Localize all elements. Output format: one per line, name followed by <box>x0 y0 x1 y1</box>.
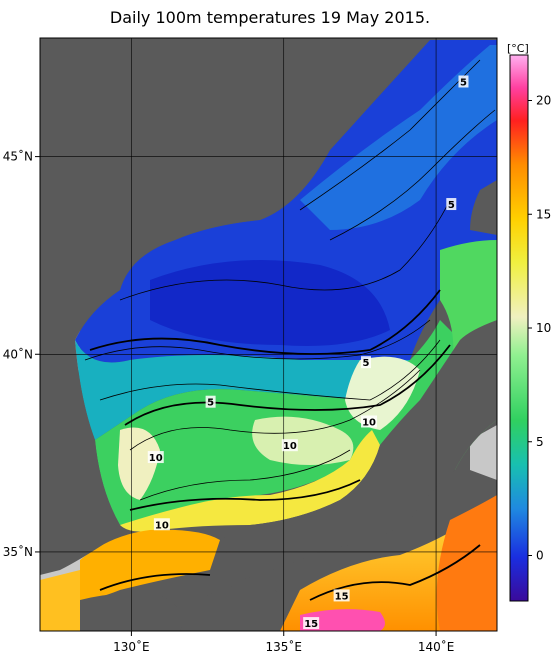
colorbar-tick-label: 10 <box>536 321 551 335</box>
lon-tick-label: 130˚E <box>113 639 150 654</box>
colorbar-tick-label: 20 <box>536 94 551 108</box>
colorbar-unit: [°C] <box>507 42 529 55</box>
colorbar: [°C] 0 5 10 15 20 <box>507 42 551 602</box>
sea-cool-region <box>300 45 497 230</box>
colorbar-tick-label: 15 <box>536 207 551 221</box>
contour-label: 10 <box>362 417 376 428</box>
sea-southwest <box>40 570 80 631</box>
sea-pale-pocket <box>118 427 160 500</box>
contour-label: 5 <box>448 200 455 211</box>
sea-pale-pocket <box>252 416 354 465</box>
colorbar-tick-label: 5 <box>536 435 544 449</box>
land-hokkaido <box>470 180 497 235</box>
contour-label-bg <box>205 395 216 408</box>
contour-label-bg <box>360 356 371 369</box>
sea-coastal-band <box>120 430 380 532</box>
contour-label: 15 <box>304 619 318 630</box>
contour-label: 15 <box>335 591 349 602</box>
contour-label: 10 <box>149 453 163 464</box>
contour-label-bg <box>153 518 170 531</box>
contour-label: 5 <box>363 358 370 369</box>
contour-label-bg <box>303 617 320 630</box>
contour-label-bg <box>361 415 378 428</box>
plot-frame <box>39 37 498 632</box>
map-title: Daily 100m temperatures 19 May 2015. <box>109 8 431 27</box>
contour-label-bg <box>446 198 457 211</box>
lat-tick-label: 40˚N <box>3 346 33 361</box>
lat-tick-label: 35˚N <box>3 544 33 559</box>
contour-label-bg <box>333 589 350 602</box>
contour-label-bg <box>281 439 298 452</box>
sea-fields <box>40 38 497 631</box>
colorbar-gradient <box>509 54 529 602</box>
latitude-ticks: 35˚N 40˚N 45˚N <box>3 149 40 559</box>
land-shikoku <box>200 584 284 631</box>
sea-coldest-region <box>150 260 390 346</box>
shelf-patch <box>470 425 497 480</box>
colorbar-ticks: 0 5 10 15 20 <box>528 94 551 563</box>
land-korea <box>40 340 120 575</box>
contour-label: 5 <box>207 398 214 409</box>
contour-label: 10 <box>283 441 297 452</box>
colorbar-tick-label: 0 <box>536 549 544 563</box>
land-honshu <box>220 320 497 580</box>
contour-label-bg <box>147 451 164 464</box>
lon-tick-label: 140˚E <box>418 639 455 654</box>
contour-lines <box>84 59 496 501</box>
sea-hot-spot <box>300 609 385 631</box>
contour-label: 5 <box>460 77 467 88</box>
land-asia <box>40 38 430 340</box>
sea-south-korea-strait <box>80 529 220 600</box>
sea-mid-region <box>75 340 410 440</box>
contour-label: 10 <box>155 520 169 531</box>
major-contours <box>89 289 481 601</box>
lat-tick-label: 45˚N <box>3 149 33 164</box>
lon-tick-label: 135˚E <box>265 639 302 654</box>
longitude-ticks: 130˚E 135˚E 140˚E <box>113 631 454 654</box>
contour-label-bg <box>458 75 469 88</box>
sea-kuroshio <box>436 495 497 631</box>
graticule <box>40 38 497 631</box>
contour-labels: 5 5 5 5 10 10 10 10 15 15 <box>147 75 469 630</box>
